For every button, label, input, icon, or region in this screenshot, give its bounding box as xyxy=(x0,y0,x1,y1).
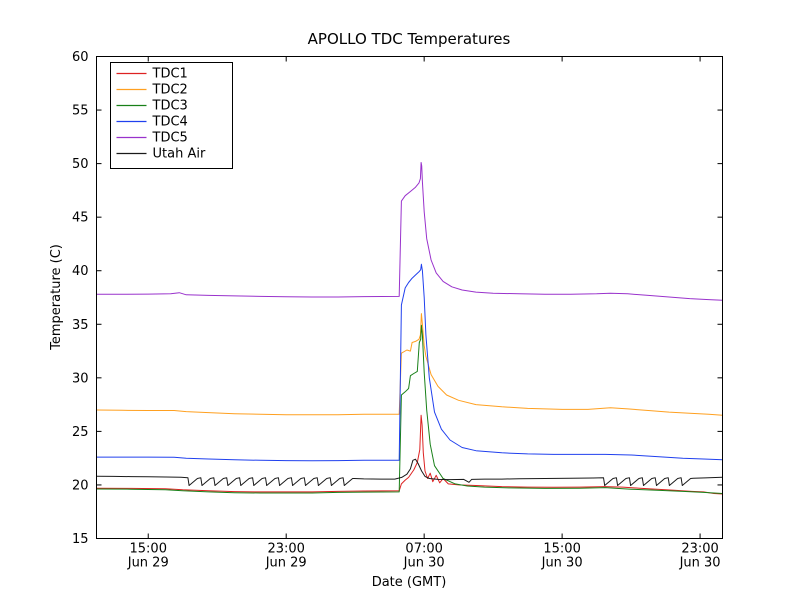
y-tick-label: 40 xyxy=(72,264,89,279)
plot-frame xyxy=(96,56,723,539)
legend-label-tdc4: TDC4 xyxy=(152,115,188,130)
series-line-tdc5 xyxy=(96,162,723,301)
series-lines xyxy=(96,162,723,495)
series-line-tdc4 xyxy=(96,263,723,462)
series-line-tdc3 xyxy=(96,324,723,494)
legend-label-utah-air: Utah Air xyxy=(153,147,206,162)
series-line-utah-air xyxy=(96,458,723,486)
legend-label-tdc1: TDC1 xyxy=(152,67,188,82)
y-axis-label: Temperature (C) xyxy=(49,244,64,351)
x-tick-label-time: 15:00 xyxy=(543,542,580,557)
x-tick-label-date: Jun 30 xyxy=(541,556,583,571)
y-tick-label: 15 xyxy=(72,532,89,547)
x-tick-label-time: 23:00 xyxy=(681,542,718,557)
series-line-tdc1 xyxy=(96,414,723,495)
legend-label-tdc2: TDC2 xyxy=(152,83,188,98)
x-tick-label-time: 23:00 xyxy=(267,542,304,557)
x-tick-label-time: 07:00 xyxy=(405,542,442,557)
x-tick-label-date: Jun 29 xyxy=(127,556,169,571)
legend-label-tdc5: TDC5 xyxy=(152,131,188,146)
y-tick-label: 20 xyxy=(72,478,89,493)
x-axis-label: Date (GMT) xyxy=(372,575,447,590)
x-tick-label-date: Jun 30 xyxy=(403,556,445,571)
y-tick-label: 50 xyxy=(72,157,89,172)
legend-label-tdc3: TDC3 xyxy=(152,99,188,114)
x-tick-label-time: 15:00 xyxy=(130,542,167,557)
chart-title: APOLLO TDC Temperatures xyxy=(308,30,511,48)
y-tick-label: 25 xyxy=(72,425,89,440)
y-tick-label: 30 xyxy=(72,371,89,386)
y-tick-label: 60 xyxy=(72,50,89,65)
y-tick-label: 35 xyxy=(72,318,89,333)
series-line-tdc2 xyxy=(96,313,723,416)
y-tick-label: 55 xyxy=(72,104,89,119)
x-tick-label-date: Jun 29 xyxy=(265,556,307,571)
y-tick-label: 45 xyxy=(72,211,89,226)
legend-box xyxy=(110,62,233,169)
x-tick-label-date: Jun 30 xyxy=(679,556,721,571)
